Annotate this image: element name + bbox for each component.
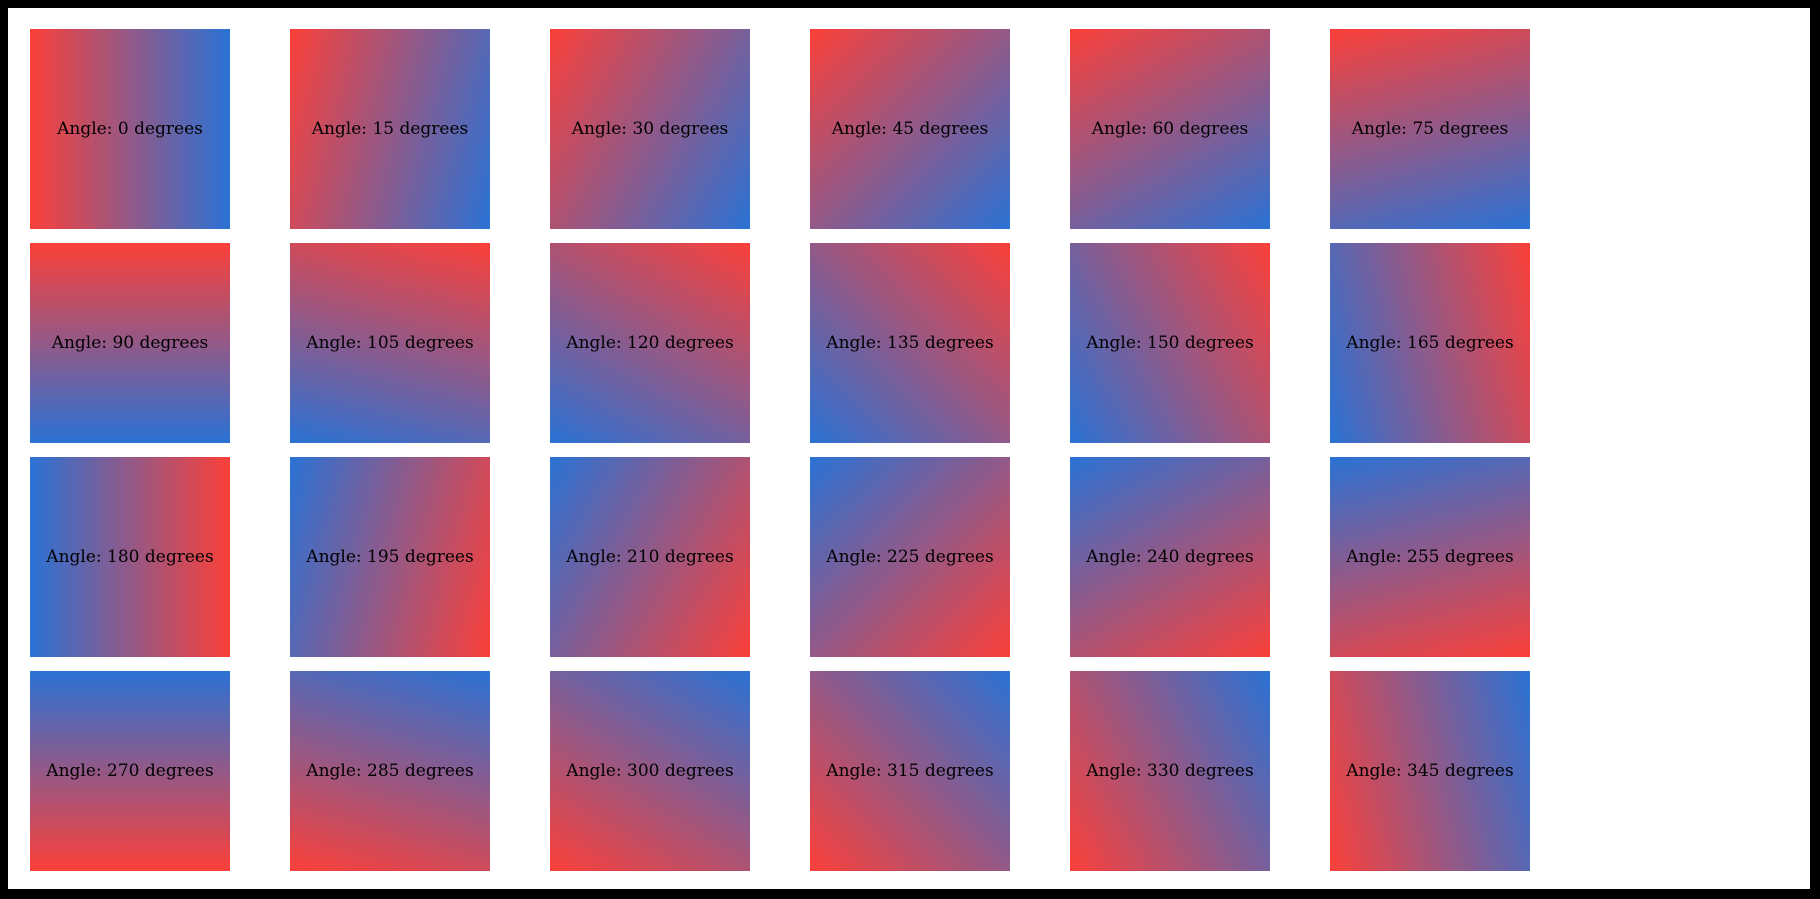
gradient-tile: Angle: 225 degrees	[810, 457, 1010, 657]
gradient-angle-label: Angle: 345 degrees	[1346, 760, 1514, 781]
gradient-angle-label: Angle: 30 degrees	[571, 118, 729, 139]
gradient-angle-label: Angle: 210 degrees	[566, 546, 734, 567]
gradient-tile: Angle: 105 degrees	[290, 243, 490, 443]
gradient-tile: Angle: 75 degrees	[1330, 29, 1530, 229]
gradient-angle-label: Angle: 240 degrees	[1086, 546, 1254, 567]
gradient-angle-label: Angle: 165 degrees	[1346, 332, 1514, 353]
gradient-tile: Angle: 120 degrees	[550, 243, 750, 443]
gradient-angle-label: Angle: 60 degrees	[1091, 118, 1249, 139]
gradient-tile: Angle: 240 degrees	[1070, 457, 1270, 657]
gradient-angle-label: Angle: 225 degrees	[826, 546, 994, 567]
gradient-angle-label: Angle: 315 degrees	[826, 760, 994, 781]
gradient-angle-label: Angle: 285 degrees	[306, 760, 474, 781]
gradient-grid: Angle: 0 degrees Angle: 15 degrees Angle…	[30, 29, 1530, 871]
gradient-angle-label: Angle: 270 degrees	[46, 760, 214, 781]
gradient-tile: Angle: 315 degrees	[810, 671, 1010, 871]
gradient-tile: Angle: 180 degrees	[30, 457, 230, 657]
gradient-tile: Angle: 45 degrees	[810, 29, 1010, 229]
gradient-angle-label: Angle: 0 degrees	[57, 118, 203, 139]
gradient-tile: Angle: 345 degrees	[1330, 671, 1530, 871]
gradient-tile: Angle: 330 degrees	[1070, 671, 1270, 871]
gradient-angle-label: Angle: 90 degrees	[51, 332, 209, 353]
gradient-tile: Angle: 165 degrees	[1330, 243, 1530, 443]
gradient-angle-label: Angle: 150 degrees	[1086, 332, 1254, 353]
gradient-angle-label: Angle: 180 degrees	[46, 546, 214, 567]
gradient-tile: Angle: 255 degrees	[1330, 457, 1530, 657]
gradient-tile: Angle: 285 degrees	[290, 671, 490, 871]
gradient-tile: Angle: 30 degrees	[550, 29, 750, 229]
gradient-tile: Angle: 150 degrees	[1070, 243, 1270, 443]
gradient-tile: Angle: 90 degrees	[30, 243, 230, 443]
gradient-angle-label: Angle: 195 degrees	[306, 546, 474, 567]
gradient-angle-label: Angle: 75 degrees	[1351, 118, 1509, 139]
gradient-angle-label: Angle: 330 degrees	[1086, 760, 1254, 781]
gradient-angle-label: Angle: 120 degrees	[566, 332, 734, 353]
gradient-tile: Angle: 195 degrees	[290, 457, 490, 657]
gradient-tile: Angle: 270 degrees	[30, 671, 230, 871]
gradient-angle-label: Angle: 300 degrees	[566, 760, 734, 781]
gradient-angle-label: Angle: 45 degrees	[831, 118, 989, 139]
gradient-tile: Angle: 15 degrees	[290, 29, 490, 229]
gradient-tile: Angle: 300 degrees	[550, 671, 750, 871]
gradient-tile: Angle: 210 degrees	[550, 457, 750, 657]
gradient-angle-label: Angle: 135 degrees	[826, 332, 994, 353]
gradient-tile: Angle: 135 degrees	[810, 243, 1010, 443]
gradient-tile: Angle: 60 degrees	[1070, 29, 1270, 229]
gradient-angle-label: Angle: 15 degrees	[311, 118, 469, 139]
gradient-angle-label: Angle: 255 degrees	[1346, 546, 1514, 567]
gradient-angle-label: Angle: 105 degrees	[306, 332, 474, 353]
gradient-tile: Angle: 0 degrees	[30, 29, 230, 229]
